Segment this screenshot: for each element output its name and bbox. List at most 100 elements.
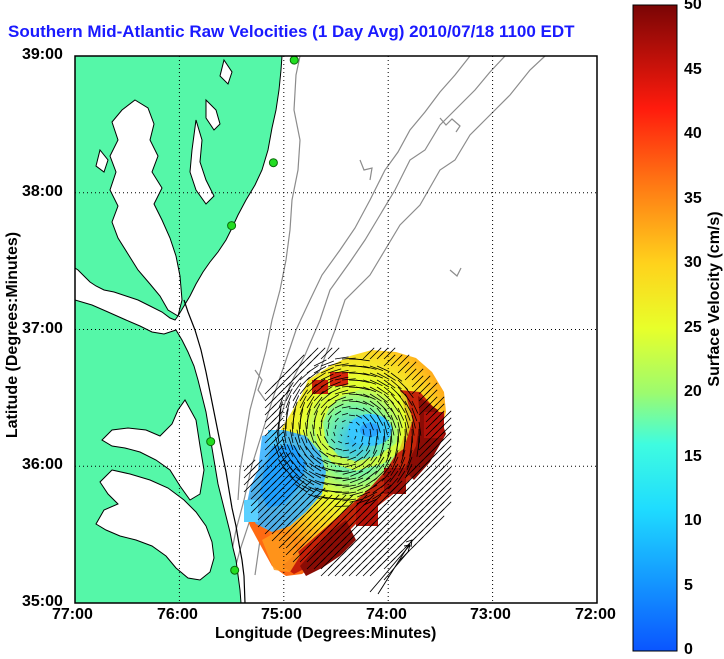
velocity-vector <box>327 408 335 416</box>
colorbar-tick: 35 <box>684 190 702 207</box>
velocity-vector <box>411 375 424 388</box>
velocity-vector <box>355 494 368 507</box>
velocity-vector <box>355 372 370 376</box>
colorbar-tick: 50 <box>684 0 702 13</box>
y-tick: 38:00 <box>22 183 63 200</box>
velocity-vector <box>355 407 365 412</box>
velocity-vector <box>439 417 452 430</box>
velocity-vector <box>305 422 308 437</box>
velocity-vector <box>364 491 378 499</box>
velocity-vector <box>283 467 294 479</box>
velocity-vector <box>278 389 291 402</box>
velocity-vector <box>355 414 363 419</box>
velocity-vector <box>411 400 419 414</box>
velocity-vector <box>320 494 333 507</box>
map-title: Southern Mid-Atlantic Raw Velocities (1 … <box>8 22 575 41</box>
velocity-vector <box>334 417 339 423</box>
velocity-vector <box>369 400 382 410</box>
colorbar-tick: 10 <box>684 512 702 529</box>
velocity-vector <box>302 429 308 444</box>
velocity-vector <box>323 436 329 444</box>
velocity-vector <box>362 393 376 400</box>
velocity-vector <box>344 463 357 468</box>
x-axis-label: Longitude (Degrees:Minutes) <box>215 625 437 642</box>
velocity-vector <box>411 368 424 381</box>
velocity-vector <box>277 422 280 437</box>
velocity-vector <box>299 415 302 430</box>
velocity-vector <box>278 459 291 472</box>
velocity-vector <box>355 421 360 426</box>
velocity-vector <box>309 431 315 444</box>
velocity-vector <box>297 460 308 472</box>
velocity-vector <box>315 464 329 472</box>
velocity-vector <box>439 438 452 451</box>
velocity-vector <box>292 376 303 388</box>
velocity-vector <box>292 382 302 395</box>
velocity-vector <box>362 421 367 429</box>
velocity-vector <box>285 415 288 430</box>
velocity-vector <box>271 417 284 430</box>
velocity-vector <box>278 415 280 430</box>
velocity-vector <box>285 473 298 486</box>
velocity-vector <box>355 365 370 369</box>
velocity-vector <box>357 491 371 498</box>
velocity-vector <box>310 455 322 465</box>
velocity-vector <box>347 456 357 461</box>
velocity-vector <box>362 372 377 378</box>
velocity-vector <box>328 476 343 479</box>
velocity-vector <box>383 347 396 360</box>
velocity-vector <box>390 407 398 421</box>
velocity-vector <box>380 484 392 495</box>
velocity-vector <box>404 414 410 429</box>
velocity-vector <box>334 424 337 430</box>
velocity-vector <box>286 444 294 458</box>
velocity-vector <box>313 417 316 430</box>
velocity-vector <box>320 373 334 381</box>
velocity-vector <box>284 422 287 437</box>
velocity-vector <box>313 403 321 416</box>
velocity-vector <box>397 354 410 367</box>
velocity-vector <box>299 401 306 416</box>
y-tick: 37:00 <box>22 320 63 337</box>
velocity-vector <box>404 428 407 443</box>
velocity-vector <box>349 484 364 490</box>
velocity-vector <box>342 477 357 482</box>
velocity-vector <box>376 421 381 433</box>
velocity-vector <box>418 382 431 395</box>
velocity-vector <box>314 487 329 493</box>
velocity-vector <box>302 477 315 486</box>
velocity-vector <box>418 428 420 443</box>
velocity-vector <box>335 498 350 500</box>
velocity-vector <box>337 463 350 466</box>
colorbar-tick: 15 <box>684 448 702 465</box>
velocity-vector <box>313 378 326 388</box>
velocity-vector <box>394 442 399 457</box>
velocity-vector <box>376 372 390 380</box>
colorbar-label: Surface Velocity (cm/s) <box>706 211 723 387</box>
x-tick: 77:00 <box>52 606 93 623</box>
velocity-vector <box>341 413 349 416</box>
velocity-vector <box>342 449 350 452</box>
velocity-vector <box>285 395 292 409</box>
station-marker <box>268 158 278 168</box>
velocity-vector <box>327 347 340 360</box>
velocity-vector <box>289 429 294 444</box>
velocity-vector <box>243 459 256 472</box>
velocity-vector <box>390 428 393 443</box>
velocity-vector <box>290 467 301 479</box>
velocity-vector <box>390 354 403 367</box>
velocity-vector <box>285 388 293 402</box>
velocity-vector <box>328 483 343 486</box>
velocity-vector <box>381 470 392 482</box>
velocity-vector <box>432 396 445 409</box>
velocity-vector <box>439 494 452 507</box>
velocity-vector <box>376 393 388 403</box>
velocity-vector <box>369 428 372 438</box>
velocity-vector <box>304 453 315 465</box>
velocity-vector <box>327 361 342 367</box>
velocity-vector <box>439 473 452 486</box>
velocity-vector <box>365 470 378 480</box>
velocity-vector <box>313 372 326 381</box>
velocity-vector <box>439 459 452 472</box>
velocity-vector <box>376 400 388 411</box>
